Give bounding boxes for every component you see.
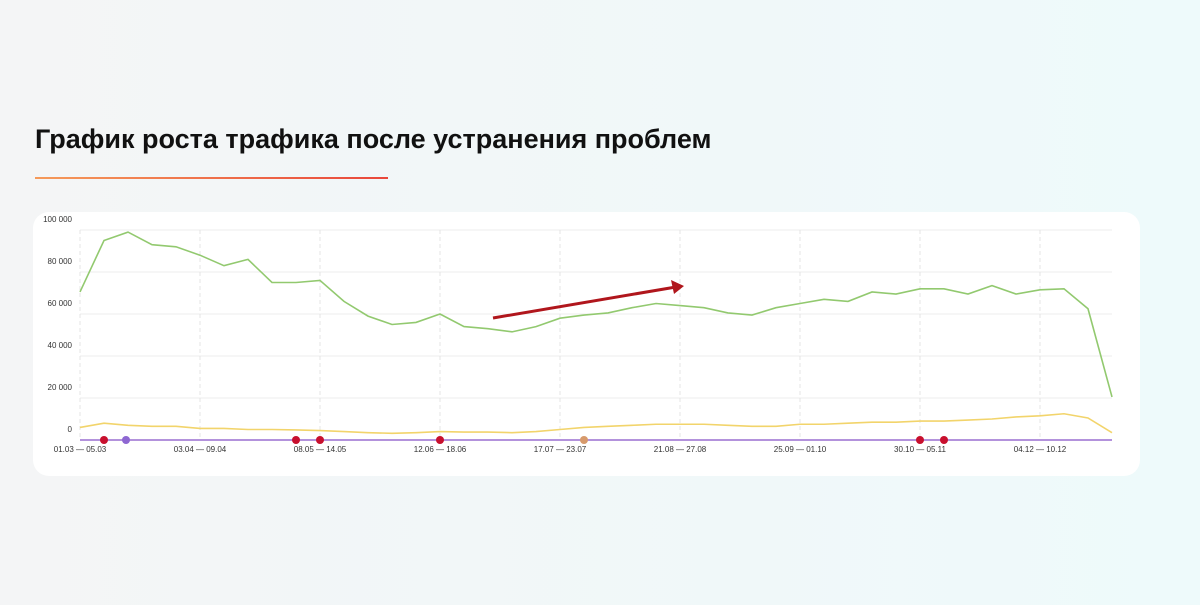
title-underline [35, 177, 388, 179]
arrow-head [671, 280, 684, 294]
y-tick-label: 20 000 [48, 383, 73, 392]
x-tick-label: 12.06 — 18.06 [414, 445, 467, 454]
series-line [79, 231, 1113, 398]
x-tick-label: 25.09 — 01.10 [774, 445, 827, 454]
x-tick-label: 01.03 — 05.03 [54, 445, 107, 454]
event-markers [100, 436, 948, 444]
series-line [79, 412, 1113, 435]
chart-title: График роста трафика после устранения пр… [35, 124, 711, 154]
x-tick-label: 08.05 — 14.05 [294, 445, 347, 454]
y-tick-label: 100 000 [43, 215, 72, 224]
x-tick-label: 30.10 — 05.11 [894, 445, 946, 454]
y-tick-label: 40 000 [48, 341, 73, 350]
x-tick-label: 21.08 — 27.08 [654, 445, 707, 454]
x-tick-label: 17.07 — 23.07 [534, 445, 587, 454]
x-tick-label: 03.04 — 09.04 [174, 445, 227, 454]
trend-arrow [492, 285, 677, 320]
x-tick-label: 04.12 — 10.12 [1014, 445, 1067, 454]
chart-card [33, 212, 1140, 476]
y-tick-label: 80 000 [48, 257, 73, 266]
y-tick-label: 60 000 [48, 299, 73, 308]
y-tick-label: 0 [68, 425, 73, 434]
